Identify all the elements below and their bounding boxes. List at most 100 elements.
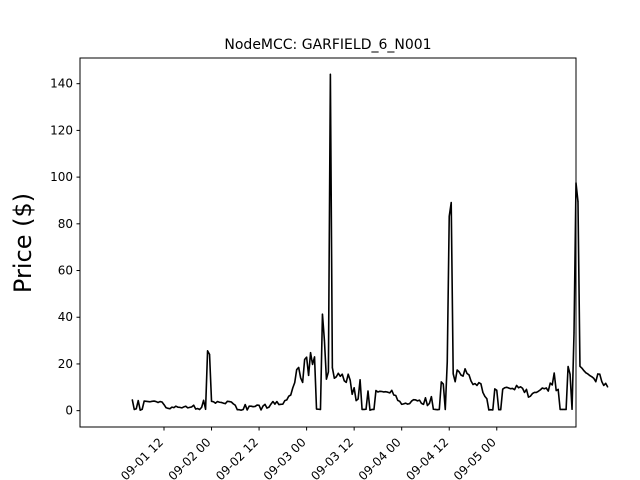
data-point xyxy=(377,391,379,393)
data-point xyxy=(161,401,163,403)
data-point xyxy=(240,409,242,411)
data-point xyxy=(416,400,419,402)
data-point xyxy=(385,391,387,393)
data-point xyxy=(226,400,228,402)
data-point xyxy=(250,405,252,407)
data-point xyxy=(337,372,339,374)
data-point xyxy=(399,400,401,402)
data-point xyxy=(523,391,526,394)
data-point xyxy=(153,400,155,402)
data-point xyxy=(403,403,405,405)
data-point xyxy=(363,408,365,411)
data-point xyxy=(339,375,341,377)
data-point xyxy=(555,389,557,392)
data-point xyxy=(157,401,159,404)
data-point xyxy=(553,372,555,374)
data-point xyxy=(199,408,201,411)
data-point xyxy=(605,382,607,384)
data-point xyxy=(454,381,456,383)
data-point xyxy=(244,403,246,406)
data-point xyxy=(559,408,561,411)
data-point xyxy=(405,402,407,404)
data-point xyxy=(329,73,331,75)
data-point xyxy=(601,380,603,383)
data-point xyxy=(212,401,215,403)
data-point xyxy=(409,403,411,405)
data-point xyxy=(375,389,377,392)
data-point xyxy=(201,406,203,408)
data-point xyxy=(216,400,219,403)
x-tick-label: 09-04 00 xyxy=(356,435,404,480)
data-point xyxy=(347,373,349,375)
data-point xyxy=(597,373,599,375)
y-tick-label: 120 xyxy=(50,123,73,137)
data-point xyxy=(456,369,458,371)
data-point xyxy=(137,400,139,402)
data-point xyxy=(519,386,522,388)
data-point xyxy=(539,389,541,391)
data-point xyxy=(513,389,516,391)
data-point xyxy=(488,409,490,411)
data-point xyxy=(204,408,207,410)
data-point xyxy=(450,201,452,204)
data-point xyxy=(238,409,240,411)
data-point xyxy=(278,403,280,406)
data-point xyxy=(230,401,232,403)
data-point xyxy=(311,363,314,366)
data-point xyxy=(537,390,539,392)
data-point xyxy=(234,404,236,406)
data-point xyxy=(452,373,454,375)
x-tick-label: 09-04 12 xyxy=(403,435,451,480)
data-point xyxy=(397,399,399,401)
data-point xyxy=(529,395,532,397)
data-point xyxy=(276,400,278,403)
data-point xyxy=(464,368,466,370)
data-point xyxy=(290,394,292,396)
data-point xyxy=(504,387,506,389)
data-point xyxy=(422,403,425,405)
data-point xyxy=(300,377,302,379)
data-point xyxy=(248,405,250,407)
data-point xyxy=(508,387,510,389)
data-point xyxy=(343,380,345,382)
data-point xyxy=(274,403,276,405)
data-point xyxy=(367,390,369,392)
data-point xyxy=(446,361,448,363)
data-point xyxy=(498,409,500,411)
data-point xyxy=(195,408,197,410)
data-point xyxy=(264,403,266,405)
data-point xyxy=(567,365,569,368)
data-point xyxy=(573,332,575,334)
data-point xyxy=(599,373,601,375)
data-point xyxy=(165,407,167,409)
data-point xyxy=(482,391,484,394)
data-point xyxy=(163,403,165,406)
data-point xyxy=(177,406,179,408)
data-point xyxy=(407,403,409,405)
data-point xyxy=(543,388,545,390)
data-point xyxy=(286,399,288,401)
data-point xyxy=(593,377,595,380)
data-point xyxy=(345,381,347,383)
price-data-points xyxy=(131,73,609,411)
data-point xyxy=(512,387,514,390)
data-point xyxy=(412,399,415,401)
data-point xyxy=(589,375,591,377)
data-point xyxy=(492,409,494,411)
data-point xyxy=(387,391,389,393)
data-point xyxy=(565,408,567,411)
data-point xyxy=(351,393,353,395)
data-point xyxy=(458,371,460,373)
data-point xyxy=(246,409,248,411)
data-point xyxy=(579,365,581,367)
data-point xyxy=(260,409,262,411)
data-point xyxy=(414,399,417,401)
data-point xyxy=(141,408,143,410)
data-point xyxy=(527,396,530,398)
y-axis-label: Price ($) xyxy=(9,193,37,293)
data-point xyxy=(167,407,169,409)
data-point xyxy=(603,384,605,387)
data-point xyxy=(478,382,480,384)
x-tick-label: 09-02 00 xyxy=(166,435,214,480)
